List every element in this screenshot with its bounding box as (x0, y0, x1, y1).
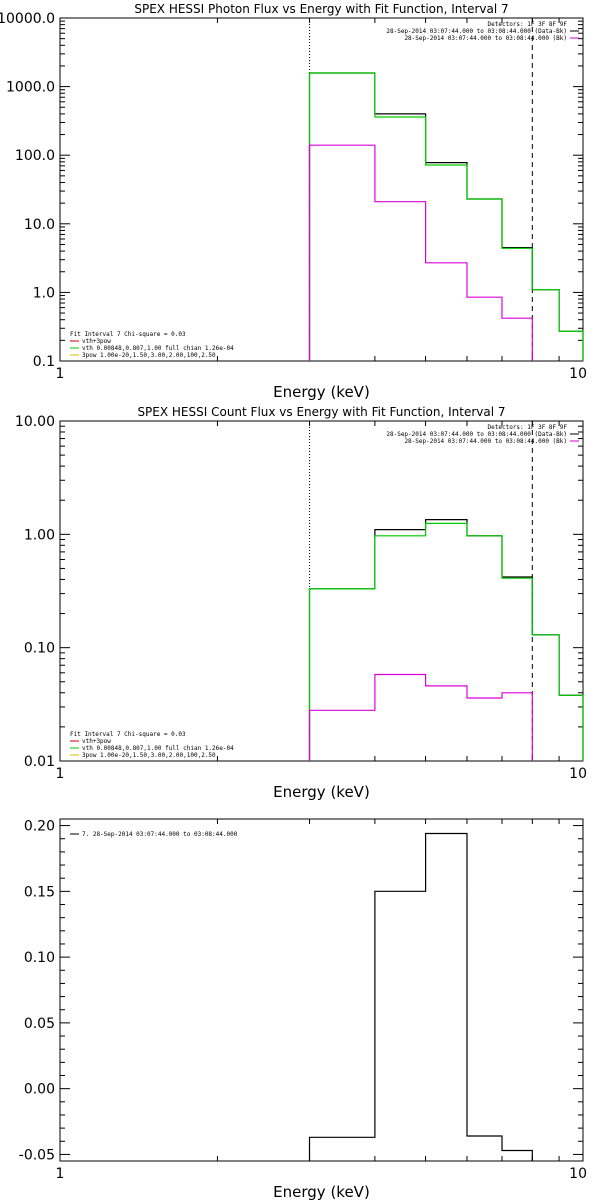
plot-frame (59, 420, 584, 762)
y-tick-label: 1000.0 (6, 80, 55, 96)
y-tick-label: 0.10 (24, 950, 55, 966)
legend-right-text: Detectors: 1F 3F 8F 9F (488, 424, 568, 431)
legend-left-text: vth 0.00848,0.807,1.00 full chian 1.26e-… (82, 345, 234, 352)
x-tick-label: 1 (56, 1166, 65, 1182)
legend-right-text: 28-Sep-2014 03:07:44.000 to 03:08:44.000… (386, 431, 567, 438)
x-tick-label: 1 (56, 766, 65, 782)
x-axis-label: Energy (keV) (273, 1183, 370, 1200)
y-tick-label: 100.0 (15, 148, 55, 164)
legend-left-text: 3pow 1.00e-20,1.50,3.00,2.00,100,2.50 (82, 752, 216, 759)
plot-frame (59, 17, 584, 362)
legend-left-text: 7. 28-Sep-2014 03:07:44.000 to 03:08:44.… (82, 831, 238, 838)
y-tick-label: 0.15 (24, 884, 55, 900)
plot-frame (59, 818, 584, 1162)
y-tick-label: 0.1 (33, 354, 55, 370)
chart-title: SPEX HESSI Count Flux vs Energy with Fit… (137, 405, 505, 419)
series-line-3 (308, 144, 533, 361)
chart-panel-2: SPEX HESSI Count Flux vs Energy with Fit… (15, 405, 587, 801)
chart-panel-1: SPEX HESSI Photon Flux vs Energy with Fi… (0, 2, 587, 401)
x-axis-label: Energy (keV) (273, 783, 370, 801)
x-tick-label: 1 (56, 366, 65, 382)
legend-left-text: vth 0.00848,0.807,1.00 full chian 1.26e-… (82, 745, 234, 752)
y-tick-label: 0.05 (24, 1016, 55, 1032)
y-tick-label: 0.10 (24, 641, 55, 657)
series-line-1 (308, 72, 584, 361)
legend-right-text: 28-Sep-2014 03:07:44.000 to 03:08:44.000… (404, 438, 567, 445)
legend-right-text: 28-Sep-2014 03:07:44.000 to 03:08:44.000… (386, 28, 567, 35)
x-axis-label: Energy (keV) (273, 383, 370, 401)
legend-right-text: 28-Sep-2014 03:07:44.000 to 03:08:44.000… (404, 35, 567, 42)
chart-title: SPEX HESSI Photon Flux vs Energy with Fi… (134, 2, 508, 16)
legend-left-text: 3pow 1.00e-20,1.50,3.00,2.00,100,2.50 (82, 352, 216, 359)
x-tick-label: 10 (569, 366, 587, 382)
series-line-1 (308, 519, 584, 761)
y-tick-label: 10000.0 (0, 11, 55, 27)
y-tick-label: 0.20 (24, 819, 55, 835)
series-line-3 (308, 673, 533, 761)
series-line-2 (308, 522, 584, 761)
x-tick-label: 10 (569, 766, 587, 782)
x-tick-label: 10 (569, 1166, 587, 1182)
y-tick-label: 10.0 (24, 217, 55, 233)
chart-panel-3: 1 10 -0.05 0.00 0.05 0.10 0.15 0.20 Energy (keV)… (19, 818, 587, 1200)
y-tick-label: 0.01 (24, 754, 55, 770)
legend-right-text: Detectors: 1F 3F 8F 9F (488, 21, 568, 28)
y-tick-label: 0.00 (24, 1082, 55, 1098)
legend-left-text: Fit Interval 7 Chi-square = 0.03 (70, 331, 186, 338)
y-tick-label: 1.0 (33, 285, 55, 301)
series-line-1 (308, 832, 533, 1161)
series-line-2 (308, 72, 584, 361)
legend-left-text: vth+3pow (82, 338, 111, 345)
y-tick-label: -0.05 (19, 1147, 55, 1163)
legend-left-text: Fit Interval 7 Chi-square = 0.03 (70, 731, 186, 738)
y-tick-label: 1.00 (24, 527, 55, 543)
y-tick-label: 10.00 (15, 414, 55, 430)
legend-left-text: vth+3pow (82, 738, 111, 745)
